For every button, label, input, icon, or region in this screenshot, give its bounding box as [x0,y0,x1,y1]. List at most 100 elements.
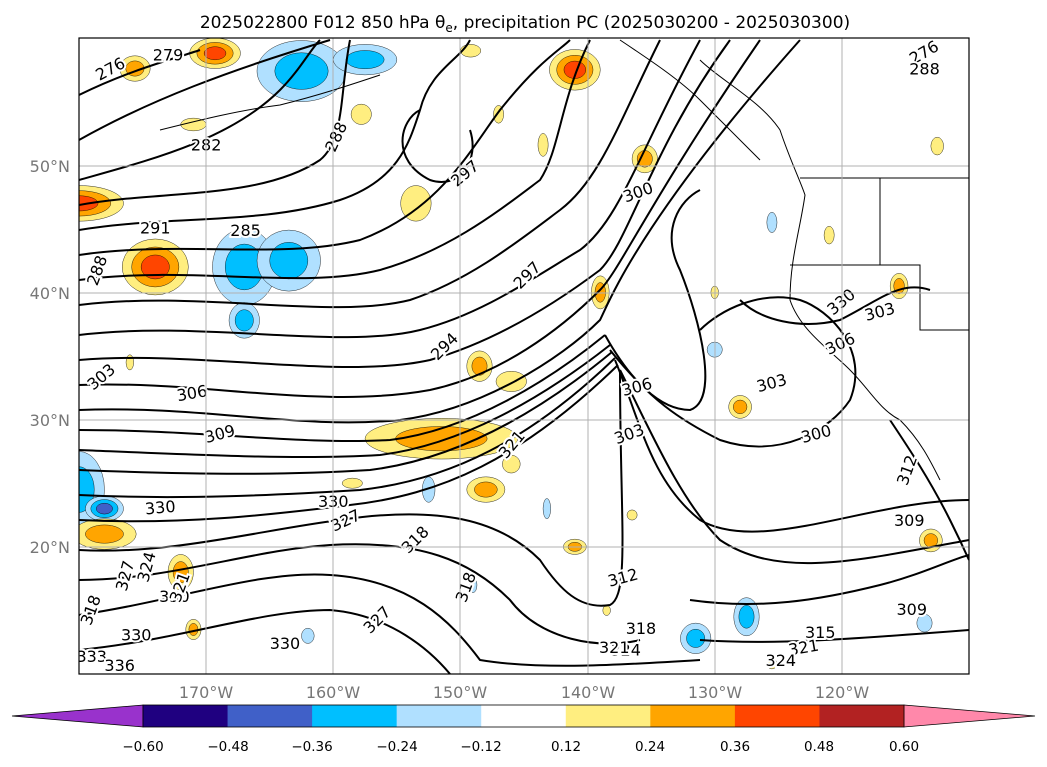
y-tick-labels: 50°N 40°N 30°N 20°N [30,157,70,557]
x-tick-label: 160°W [306,683,361,702]
graticule [79,38,969,674]
precip-patch [916,614,933,633]
contour-label: 330 [159,587,190,606]
precip-patch [341,477,363,489]
contour-line [79,39,731,369]
precip-patch [203,46,227,61]
contour-label: 279 [153,45,184,64]
contour-label: 333 [76,647,107,666]
x-tick-label: 130°W [688,683,743,702]
contour-label: 315 [805,623,836,642]
chart-title: 2025022800 F012 850 hPa θe, precipitatio… [200,13,850,35]
contour-line [79,543,641,645]
colorbar-swatch [227,705,313,727]
colorbar-tick-label: 0.12 [551,739,581,755]
precip-patch [766,658,778,670]
contour-label: 321 [599,638,630,657]
contour-label: 309 [897,600,928,619]
coastline [619,39,761,161]
colorbar-frame [142,704,905,728]
precip-patch [301,628,315,644]
y-tick-label: 30°N [30,411,70,430]
contour-line [79,39,571,256]
contour-line [79,344,611,459]
precip-patch [733,399,748,414]
precip-patch [96,502,113,515]
colorbar-over-arrow [903,704,1036,728]
contour-line [401,109,474,183]
contour-line [79,573,701,667]
x-tick-label: 120°W [815,683,870,702]
contour-line [79,39,661,309]
coastline [790,264,969,331]
contour-line [79,357,616,499]
precip-patch [823,226,835,245]
colorbar-swatches [143,705,905,727]
contour-line [79,39,331,141]
precipitation-layer [79,38,944,670]
contour-line [79,608,451,674]
contour-line [619,369,969,565]
contour-label: 330 [144,497,176,519]
contour-line [79,364,619,523]
contour-line [79,39,701,339]
colorbar-tick-label: 0.36 [720,739,750,755]
colorbar-tick-label: −0.60 [122,739,163,755]
precip-patch [274,52,329,90]
colorbar-tick-label: −0.24 [376,739,417,755]
contour-line [689,554,969,606]
colorbar-tick-label: 0.24 [635,739,665,755]
y-tick-label: 20°N [30,538,70,557]
colorbar-tick-label: −0.12 [460,739,501,755]
contour-label: 318 [626,619,657,638]
colorbar-swatch [143,705,229,727]
contour-line [79,369,624,607]
contour-line [609,296,857,448]
contour-line [614,359,969,533]
contour-line [889,419,969,561]
precip-patch [602,605,611,616]
precip-patch [474,481,498,498]
precip-patch [626,509,638,521]
contour-line [699,629,969,643]
contour-line [79,39,321,181]
precip-patch [172,561,189,584]
colorbar-swatch [481,705,567,727]
contour-line [739,286,931,325]
contour-line [79,39,591,281]
colorbar-swatch [819,705,905,727]
contour-label: 291 [140,218,171,237]
contour-line [79,39,761,398]
colorbar-tick-label: 0.60 [889,739,919,755]
theta-e-contours [79,39,969,674]
contour-label: 288 [909,59,940,78]
colorbar-swatch [565,705,651,727]
precip-patch [686,629,705,648]
precip-patch [766,212,778,233]
precip-patch [469,577,478,593]
y-tick-label: 50°N [30,157,70,176]
colorbar-swatch [396,705,482,727]
colorbar-tick-label: −0.36 [291,739,332,755]
colorbar-under-arrow [11,704,144,728]
precip-patch [930,137,944,156]
colorbar-tick-label: 0.48 [804,739,834,755]
colorbar-swatch [650,705,736,727]
contour-label: 336 [104,656,135,675]
x-tick-label: 150°W [433,683,488,702]
colorbar-swatch [734,705,820,727]
contour-label: 330 [121,625,152,644]
contour-label: 285 [230,221,261,240]
precip-patch [542,498,551,520]
contour-line [79,39,471,231]
contour-line [604,189,707,412]
coastline [159,74,381,131]
contour-label: 324 [610,641,641,660]
precip-patch [85,524,124,544]
contour-label: 324 [766,651,797,670]
colorbar-tick-label: −0.48 [207,739,248,755]
colorbar: −0.60 −0.48 −0.36 −0.24 −0.12 0.12 0.24 … [11,704,1036,755]
contour-label: 309 [894,511,925,530]
y-tick-label: 40°N [30,284,70,303]
